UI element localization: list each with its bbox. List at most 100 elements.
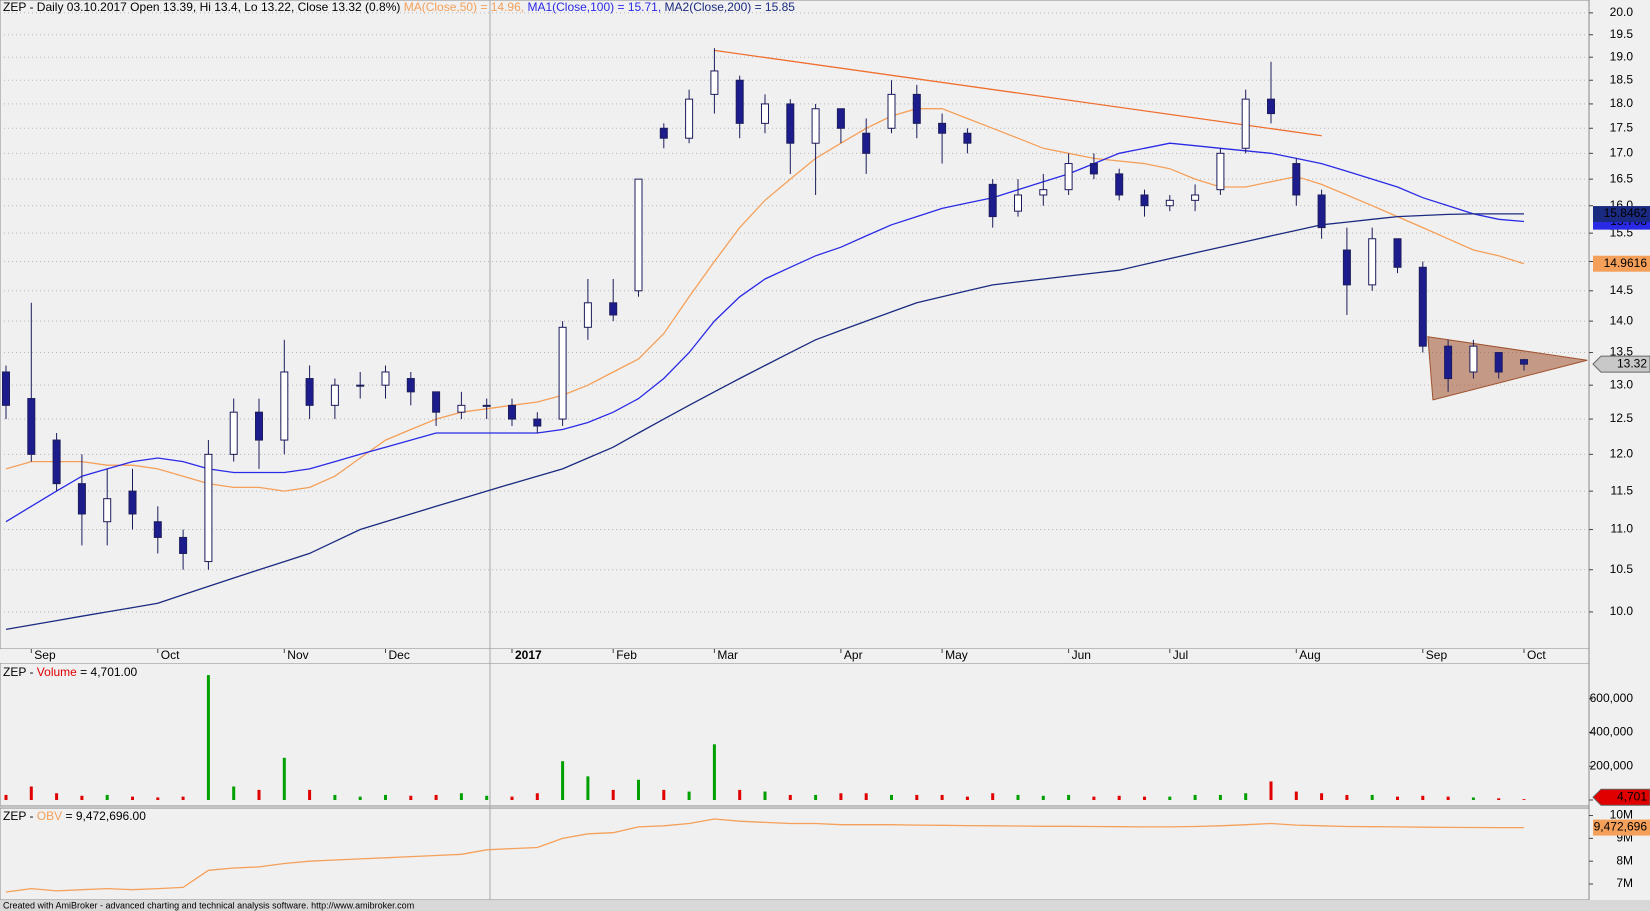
y-tick-label: 17.0: [1610, 145, 1634, 159]
volume-bar: [1446, 796, 1450, 800]
candle-body: [761, 103, 769, 124]
x-tick-label: Jun: [1072, 648, 1091, 662]
y-tick-label: 12.5: [1610, 411, 1634, 425]
obv-line: [5, 818, 1524, 893]
last-value-box: 15.8462: [1593, 206, 1650, 223]
volume-bar: [510, 796, 514, 800]
volume-bar: [763, 791, 767, 800]
date-strip: [0, 649, 1589, 663]
candle-body: [1089, 163, 1098, 175]
x-tick-label: Jul: [1173, 648, 1188, 662]
candle-body: [1368, 238, 1377, 286]
x-tick-label: Aug: [1299, 648, 1320, 662]
price-panel: [0, 0, 1590, 650]
candle-body: [1241, 98, 1250, 149]
candle-body: [1393, 238, 1402, 268]
volume-bar: [991, 793, 995, 800]
candle-body: [963, 132, 972, 144]
last-value-label: 14.9616: [1604, 256, 1648, 270]
volume-bar: [282, 757, 286, 800]
box-shape: [1593, 206, 1650, 223]
y-tick-label: 10.0: [1610, 604, 1634, 618]
trendline: [714, 49, 1322, 137]
y-tick-label: 10.5: [1610, 562, 1634, 576]
candle-body: [938, 122, 947, 134]
volume-bar: [1168, 796, 1172, 800]
candle-body: [1342, 249, 1351, 286]
candle-body: [457, 404, 466, 413]
volume-bar: [1396, 796, 1399, 800]
x-tick-label: Apr: [844, 648, 863, 662]
x-tick-label: Oct: [161, 648, 180, 662]
y-tick-label: 18.5: [1610, 72, 1634, 86]
axis-area: [1589, 0, 1650, 900]
x-tick-label: Nov: [287, 648, 308, 662]
x-tick-label: Feb: [616, 648, 637, 662]
y-tick-label: 19.5: [1610, 27, 1634, 41]
y-tick-label: 17.5: [1610, 120, 1634, 134]
panel-series-name: OBV: [37, 809, 62, 823]
volume-bar: [940, 794, 944, 800]
volume-bar: [434, 794, 438, 800]
volume-bar: [105, 794, 109, 800]
volume-bar: [1067, 794, 1071, 800]
volume-bar: [358, 796, 362, 800]
volume-bar: [586, 776, 590, 800]
x-tick-label: Oct: [1527, 648, 1546, 662]
candle-body: [280, 371, 289, 441]
volume-bar: [1143, 796, 1146, 800]
legend-entry: MA1(Close,100) = 15.71,: [527, 0, 661, 14]
x-tick-label: 2017: [515, 648, 542, 662]
candle-body: [508, 404, 516, 420]
volume-bar: [611, 789, 615, 800]
panel-series-name: Volume: [37, 665, 77, 679]
moving-average: [5, 213, 1524, 631]
volume-bar: [890, 794, 893, 800]
candle-body: [1140, 194, 1149, 207]
candle-body: [583, 302, 592, 328]
last-value-box: 13.32: [1592, 355, 1650, 373]
candle-body: [1191, 194, 1200, 201]
y-tick-label: 12.0: [1610, 447, 1634, 461]
candle-body: [1267, 98, 1275, 115]
volume-bar: [839, 793, 843, 800]
volume-bar: [1320, 793, 1324, 800]
candle-body: [1520, 359, 1528, 365]
last-value-box: 14.9616: [1593, 255, 1650, 272]
x-tick-label: Sep: [34, 648, 56, 662]
volume-bar: [1269, 781, 1273, 800]
box-shape: [1592, 355, 1650, 373]
volume-panel: [0, 662, 1590, 807]
volume-bar: [29, 786, 33, 800]
volume-bar: [915, 794, 919, 800]
y-tick-label: 200,000: [1590, 758, 1634, 772]
volume-bar: [1218, 794, 1222, 800]
y-tick-label: 14.0: [1610, 313, 1634, 327]
candle-body: [204, 453, 213, 563]
box-shape: [1593, 255, 1650, 272]
volume-bar: [535, 793, 539, 800]
volume-bar: [206, 675, 210, 800]
candle-body: [1418, 266, 1427, 347]
candle-body: [1444, 345, 1453, 380]
candle-body: [887, 93, 896, 129]
volume-bar: [333, 794, 337, 800]
candle-body: [836, 108, 845, 129]
x-tick-label: May: [945, 648, 968, 662]
candle-body: [1216, 152, 1225, 191]
y-tick-label: 11.5: [1611, 483, 1634, 497]
candle-body: [229, 411, 238, 455]
volume-bar: [1497, 798, 1501, 800]
obv-panel: [0, 807, 1590, 901]
last-value-box: 9,472,696: [1593, 819, 1650, 836]
y-tick-label: 400,000: [1590, 725, 1634, 739]
candle-body: [1469, 345, 1478, 373]
volume-bar: [485, 795, 489, 800]
volume-bar: [1117, 795, 1121, 800]
candle-body: [786, 103, 795, 144]
y-tick-label: 20.0: [1610, 5, 1634, 19]
y-tick-label: 8M: [1616, 853, 1633, 867]
panel-title: ZEP - OBV = 9,472,696.00: [3, 809, 146, 823]
volume-bar: [637, 779, 640, 800]
candle-body: [482, 404, 491, 407]
